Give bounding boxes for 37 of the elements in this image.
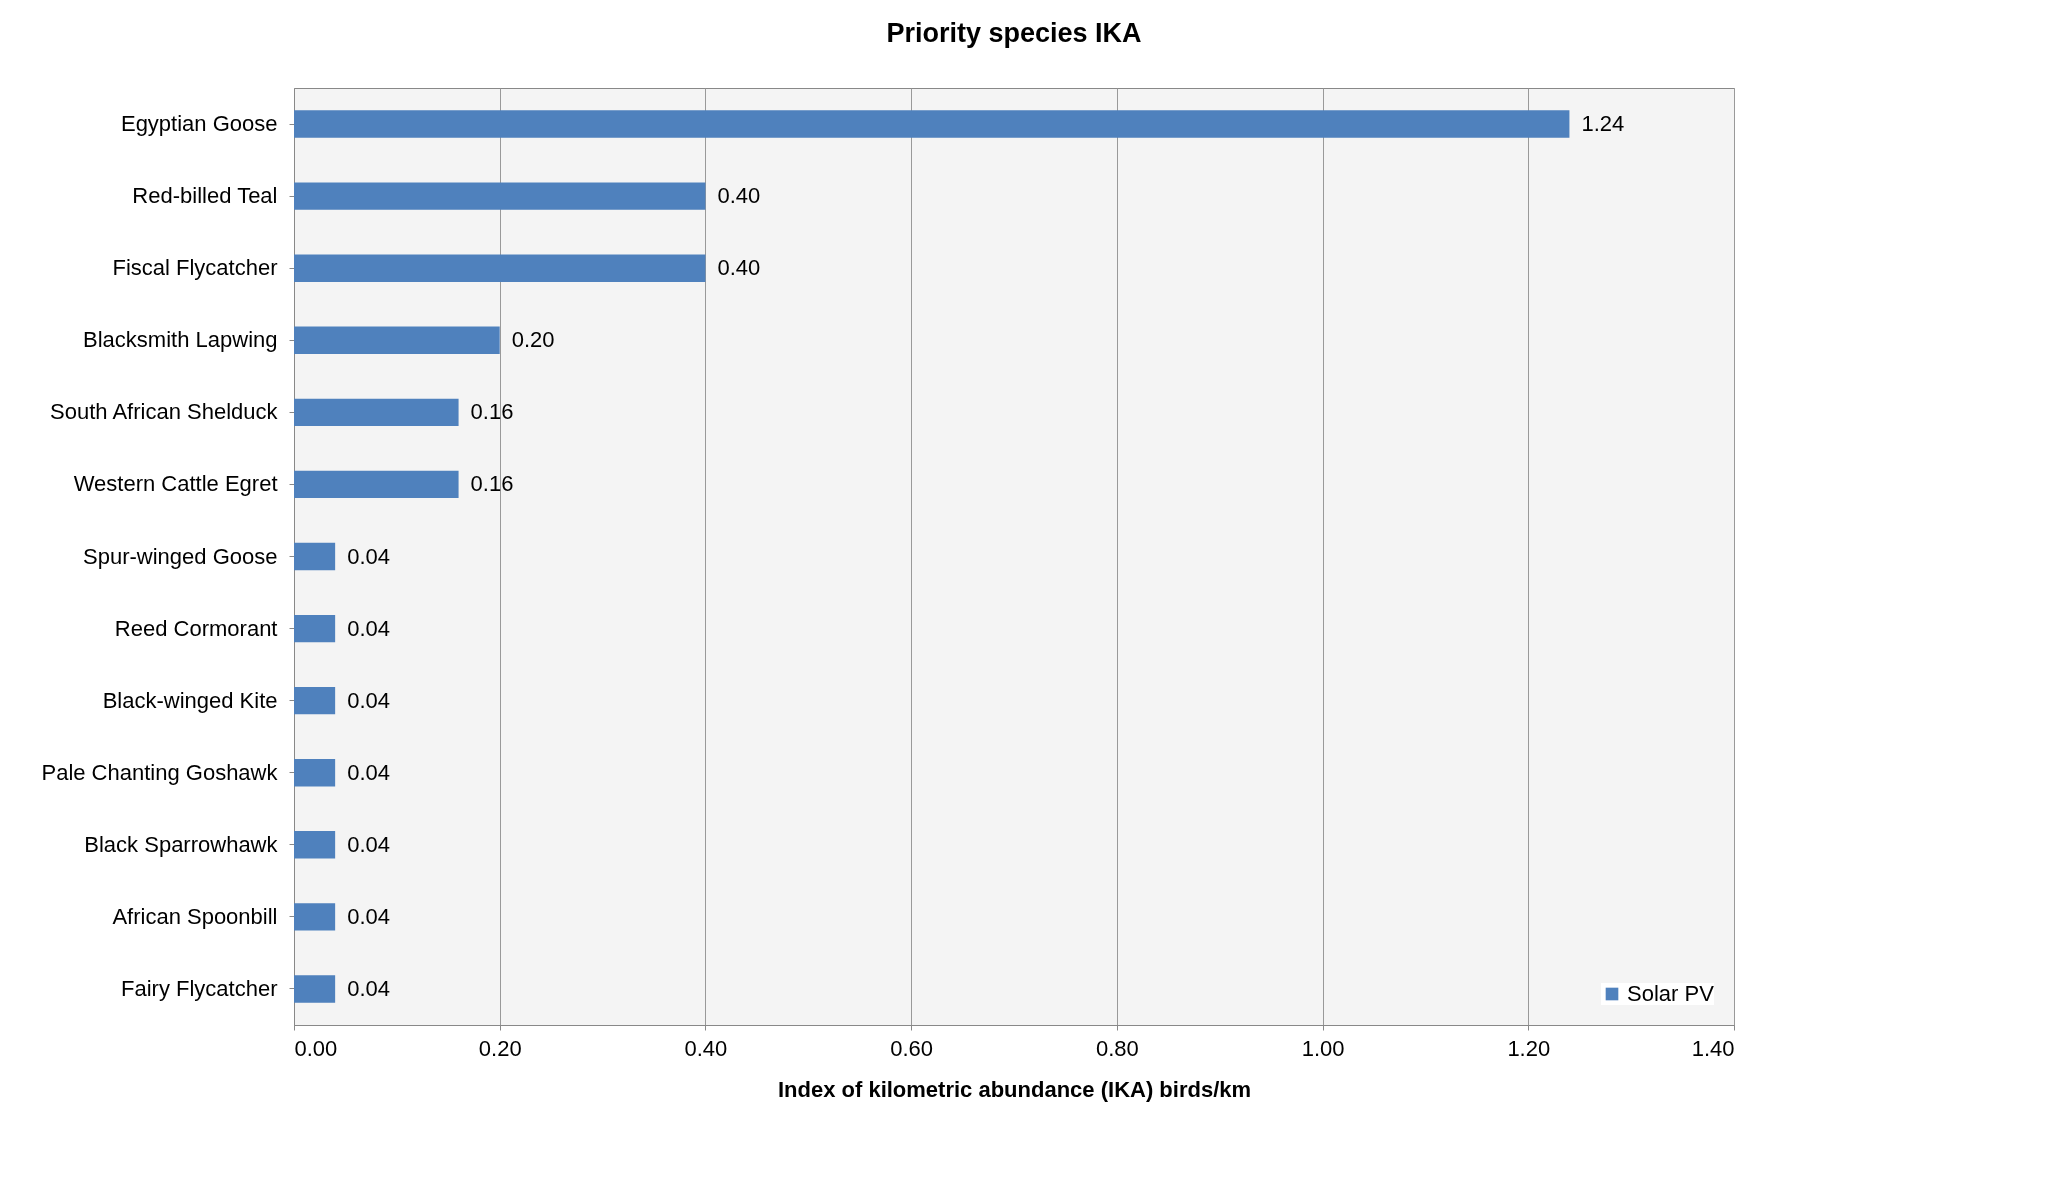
- legend-label: Solar PV: [1627, 981, 1715, 1006]
- y-tick-label: Egyptian Goose: [120, 111, 278, 137]
- x-tick-label: 1.20: [1507, 1035, 1551, 1061]
- y-tick-label: Spur-winged Goose: [83, 543, 278, 569]
- x-tick-label: 0.40: [684, 1035, 728, 1061]
- text: 0.40: [717, 183, 761, 209]
- y-tick-label: Western Cattle Egret: [73, 471, 278, 497]
- x-tick-label: 0.20: [478, 1035, 522, 1061]
- text: 0.04: [347, 975, 390, 1001]
- text: 0.16: [470, 399, 514, 425]
- text: 0.04: [347, 687, 390, 713]
- y-tick-label: Fiscal Flycatcher: [112, 255, 278, 281]
- y-tick-label: Blacksmith Lapwing: [83, 327, 278, 353]
- text: 1.24: [1581, 111, 1625, 137]
- text: 0.20: [511, 327, 555, 353]
- text: 0.04: [347, 615, 390, 641]
- y-tick-label: Fairy Flycatcher: [121, 975, 278, 1001]
- y-tick-label: Black-winged Kite: [102, 687, 278, 713]
- y-tick-label: Red-billed Teal: [132, 183, 278, 209]
- x-axis-title: Index of kilometric abundance (IKA) birds/km: [777, 1076, 1252, 1102]
- text: 0.04: [347, 759, 390, 785]
- y-tick-label: South African Shelduck: [50, 399, 279, 425]
- x-tick-label: 0.00: [294, 1035, 338, 1061]
- x-tick-label: 0.80: [1095, 1035, 1139, 1061]
- y-tick-label: Black Sparrowhawk: [84, 831, 279, 857]
- x-tick-label: 1.00: [1301, 1035, 1345, 1061]
- x-tick-label: 0.60: [890, 1035, 934, 1061]
- text: 0.04: [347, 543, 390, 569]
- text: 0.04: [347, 903, 390, 929]
- y-tick-label: African Spoonbill: [112, 903, 278, 929]
- text: 0.04: [347, 831, 390, 857]
- y-tick-label: Reed Cormorant: [114, 615, 278, 641]
- text: 0.16: [470, 471, 514, 497]
- chart-title: Priority species IKA: [886, 18, 1142, 48]
- text: 0.40: [717, 255, 761, 281]
- x-tick-label: 1.40: [1691, 1035, 1735, 1061]
- y-tick-label: Pale Chanting Goshawk: [41, 759, 279, 785]
